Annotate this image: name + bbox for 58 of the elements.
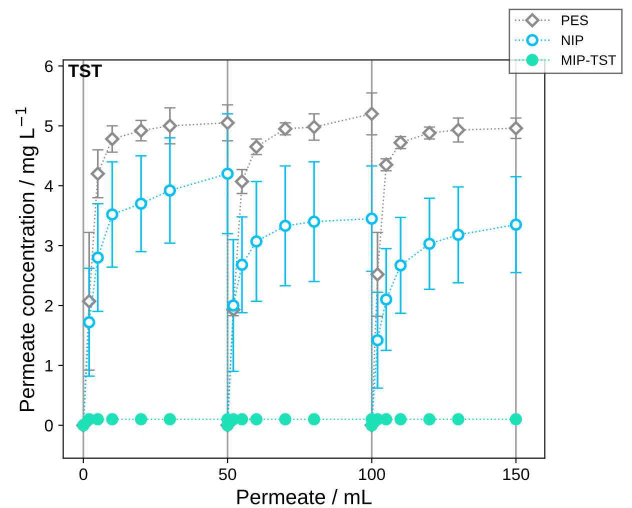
y-tick-label: 2 — [45, 300, 53, 312]
point — [83, 316, 96, 328]
point — [250, 413, 263, 426]
point — [234, 174, 250, 189]
point — [106, 413, 118, 426]
point — [370, 267, 385, 282]
y-axis-title: Permeate concentration / mg L$^{−1}$ — [16, 108, 38, 412]
point — [106, 208, 118, 221]
y-tick-label: 5 — [44, 120, 53, 132]
point — [371, 334, 384, 346]
point — [423, 238, 436, 250]
x-tick-label: 100 — [359, 468, 386, 480]
point — [164, 184, 176, 197]
legend-label: PES — [562, 15, 588, 26]
point — [164, 413, 176, 426]
point — [451, 122, 466, 138]
y-tick-label: 3 — [44, 240, 53, 252]
annotation: TST — [68, 64, 102, 78]
point — [236, 258, 248, 271]
point — [394, 413, 407, 426]
x-tick-label: 150 — [503, 468, 530, 480]
x-tick-label: 0 — [79, 468, 88, 480]
point — [380, 413, 392, 426]
point — [308, 413, 320, 426]
point — [92, 251, 104, 264]
point — [452, 413, 464, 426]
point — [279, 220, 292, 232]
point — [510, 218, 522, 231]
point — [380, 293, 392, 306]
point — [105, 132, 120, 146]
point — [82, 294, 96, 308]
x-axis-title: Permeate / mL — [237, 489, 372, 504]
point — [250, 235, 263, 248]
point — [134, 198, 148, 210]
y-tick-label: 1 — [45, 360, 53, 372]
point — [452, 228, 464, 241]
point — [366, 212, 378, 225]
point — [221, 168, 234, 180]
point — [394, 259, 407, 272]
point — [279, 413, 292, 426]
point — [308, 216, 320, 228]
point — [364, 106, 379, 121]
x-tick-label: 50 — [218, 468, 236, 480]
point — [134, 413, 148, 426]
legend-label: MIP-TST — [562, 55, 616, 66]
point — [510, 413, 522, 426]
point — [90, 166, 105, 181]
point — [423, 413, 436, 426]
y-tick-label: 6 — [45, 60, 53, 72]
point — [227, 299, 240, 312]
point — [220, 116, 235, 130]
point — [162, 118, 178, 133]
point — [306, 120, 322, 134]
y-tick-label: 0 — [44, 420, 53, 432]
point — [134, 123, 148, 138]
point — [508, 121, 524, 136]
y-tick-label: 4 — [44, 180, 53, 192]
legend-label: NIP — [562, 35, 584, 45]
